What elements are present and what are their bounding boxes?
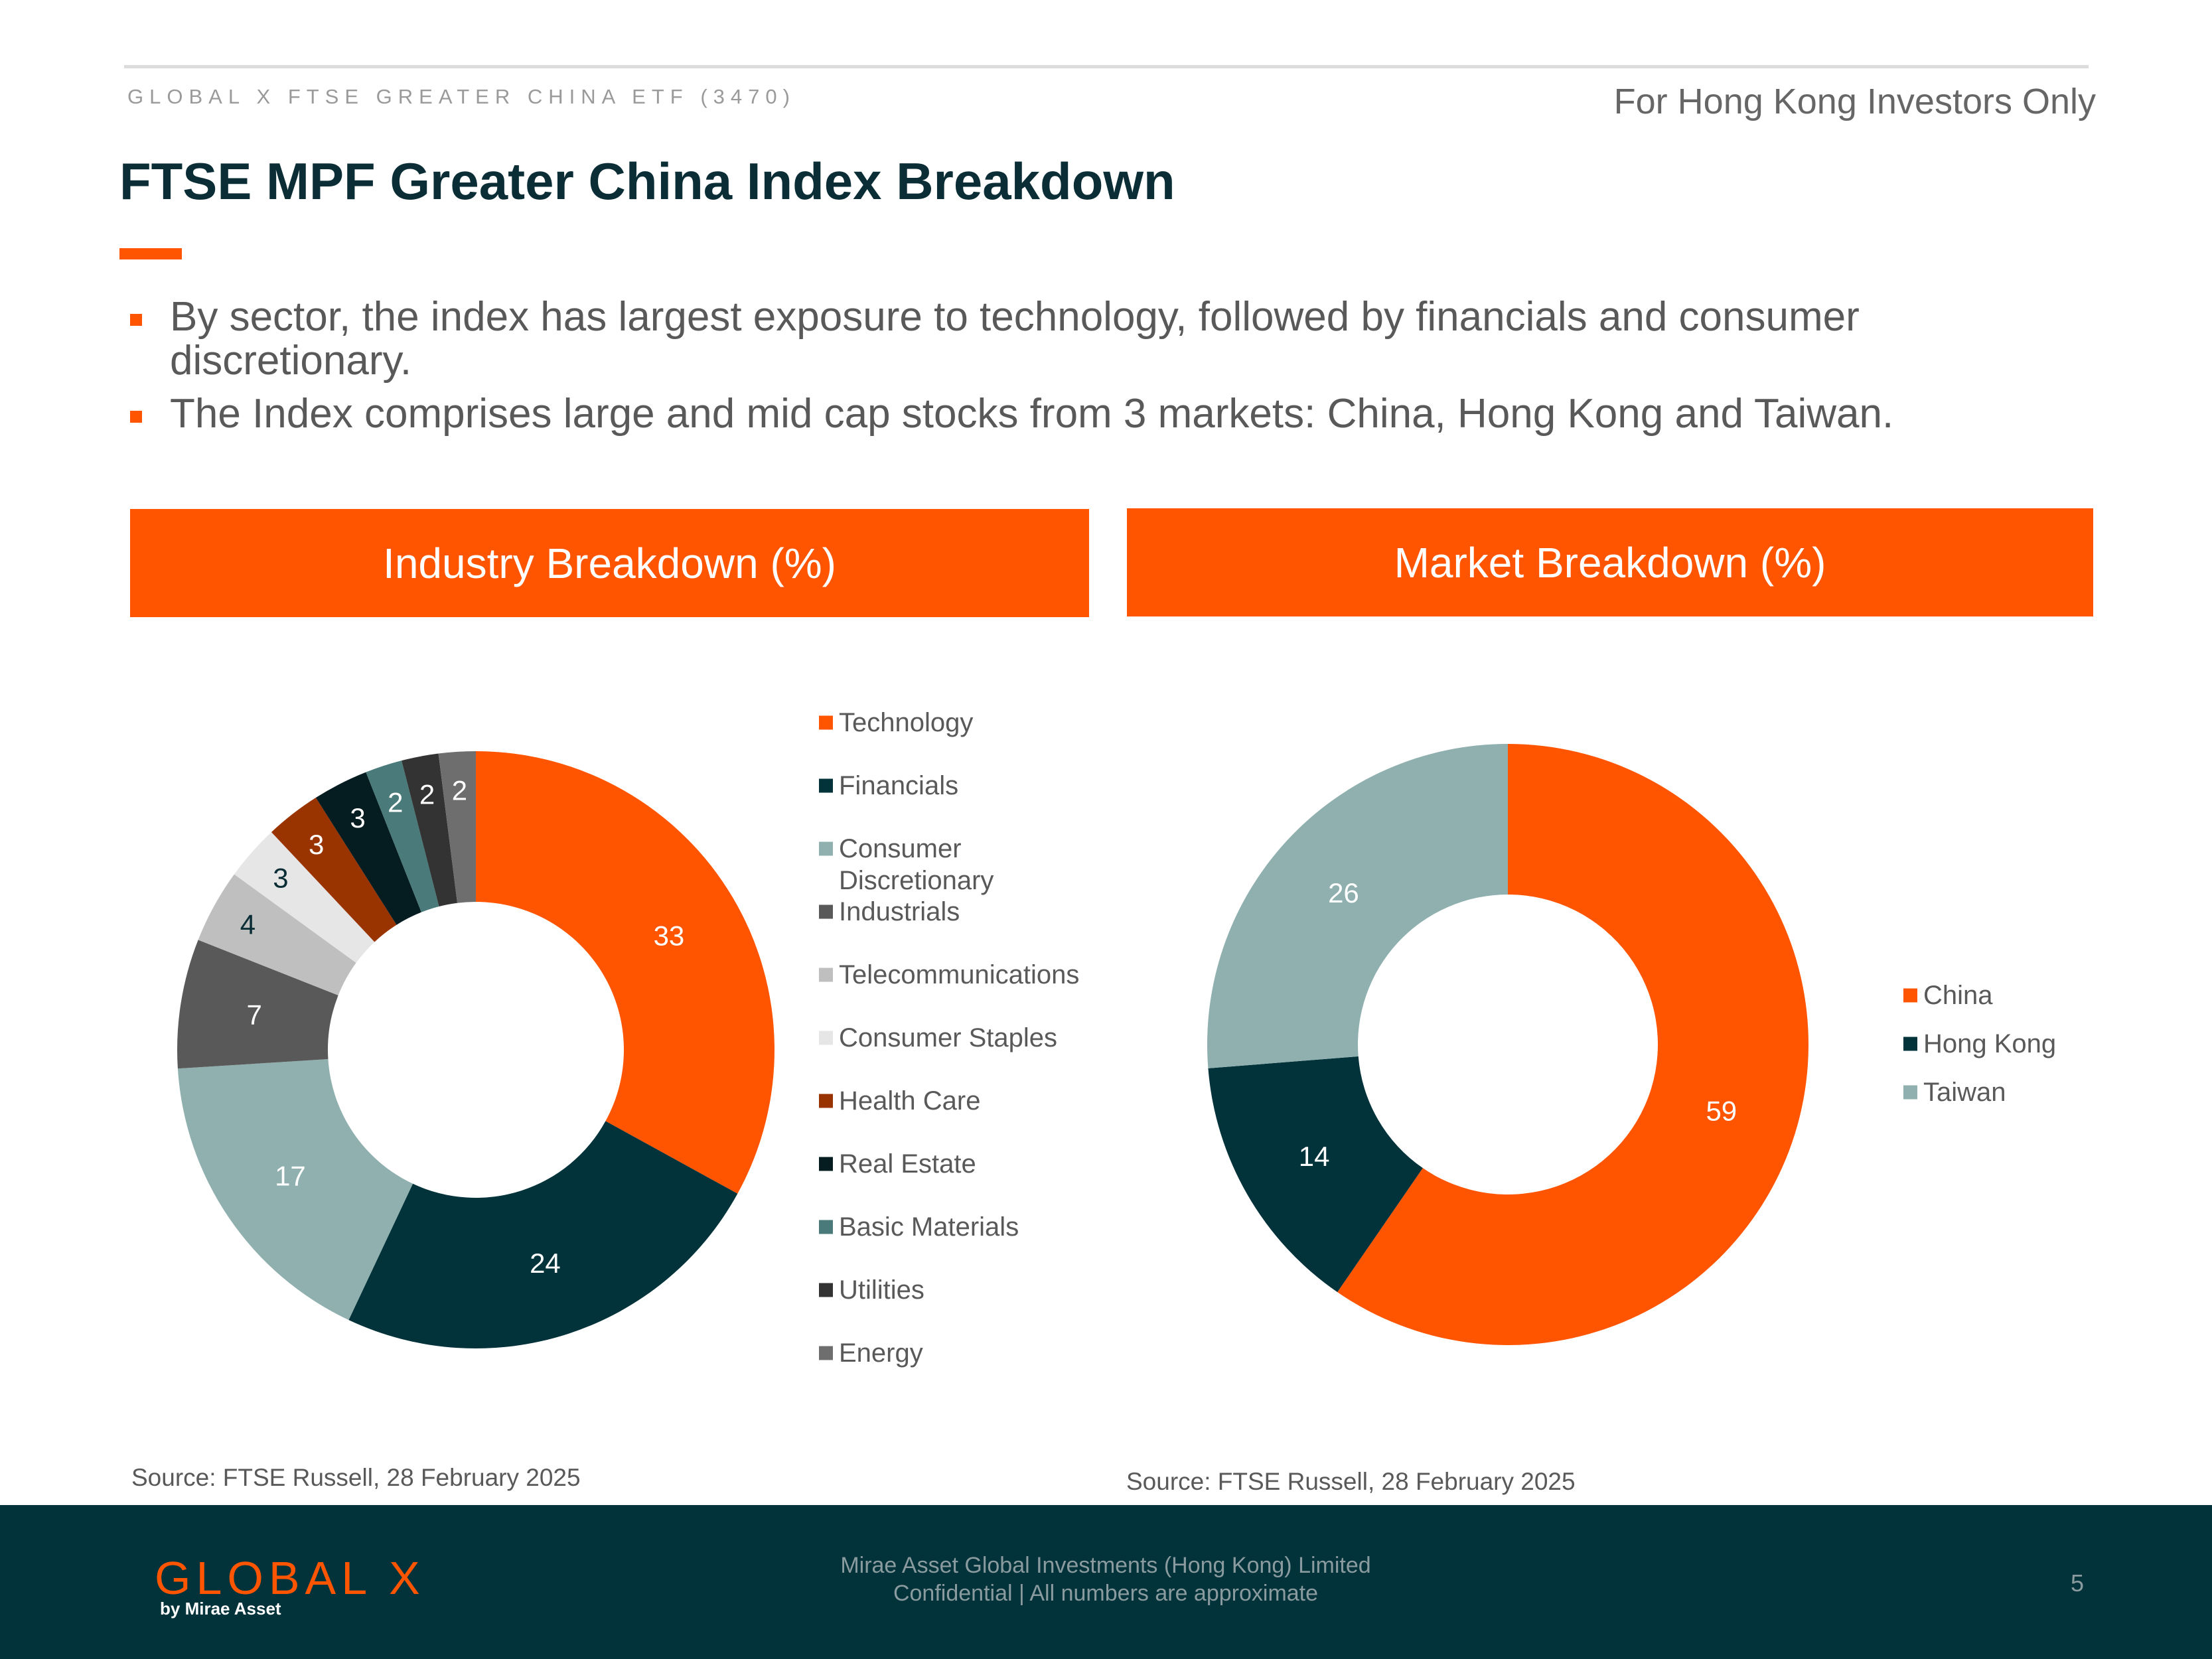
footer-confidential: Confidential | All numbers are approxima… bbox=[893, 1581, 1319, 1606]
legend-swatch-technology bbox=[819, 715, 833, 730]
slice-hong-kong bbox=[1208, 1056, 1423, 1293]
logo-subtitle: by Mirae Asset bbox=[160, 1599, 281, 1619]
legend-swatch-industrials bbox=[819, 904, 833, 919]
slice-health-care bbox=[271, 798, 397, 942]
legend-swatch-telecommunications bbox=[819, 968, 833, 982]
slice-financials bbox=[348, 1121, 738, 1348]
legend-swatch-basic-materials bbox=[819, 1220, 833, 1234]
slice-technology bbox=[476, 751, 775, 1194]
legend-label-utilities: Utilities bbox=[839, 1275, 924, 1305]
slice-consumer-discretionary bbox=[177, 1059, 413, 1321]
legend-swatch-real-estate bbox=[819, 1157, 833, 1171]
footer-company: Mirae Asset Global Investments (Hong Kon… bbox=[840, 1553, 1371, 1578]
legend-swatch-health-care bbox=[819, 1094, 833, 1108]
legend-label-telecommunications: Telecommunications bbox=[839, 960, 1079, 989]
legend-swatch-hong-kong bbox=[1903, 1037, 1917, 1051]
bullet-square-icon bbox=[130, 314, 142, 326]
data-label-utilities: 2 bbox=[419, 778, 435, 810]
fund-name: GLOBAL X FTSE GREATER CHINA ETF (3470) bbox=[127, 85, 796, 108]
legend-label-technology: Technology bbox=[839, 708, 973, 737]
header-divider bbox=[124, 65, 2089, 68]
data-label-real-estate: 3 bbox=[350, 802, 365, 833]
market-panel-header: Market Breakdown (%) bbox=[1127, 508, 2093, 616]
legend-label-consumer-staples: Consumer Staples bbox=[839, 1023, 1057, 1052]
investor-note: For Hong Kong Investors Only bbox=[1613, 82, 2096, 121]
slice-utilities bbox=[402, 753, 458, 907]
data-label-financials: 24 bbox=[530, 1248, 561, 1279]
legend-swatch-consumer-staples bbox=[819, 1031, 833, 1045]
slice-energy bbox=[438, 751, 476, 903]
slice-basic-materials bbox=[366, 760, 439, 912]
market-source-note: Source: FTSE Russell, 28 February 2025 bbox=[1126, 1468, 1576, 1495]
data-label-taiwan: 26 bbox=[1328, 877, 1359, 908]
bullet-item: The Index comprises large and mid cap st… bbox=[126, 392, 2051, 436]
data-label-health-care: 3 bbox=[309, 829, 324, 860]
legend-swatch-china bbox=[1903, 988, 1917, 1003]
legend-label-taiwan: Taiwan bbox=[1923, 1078, 2006, 1107]
data-label-technology: 33 bbox=[654, 920, 685, 951]
legend-swatch-consumer-discretionary bbox=[819, 841, 833, 856]
legend-label-real-estate: Real Estate bbox=[839, 1149, 976, 1179]
industry-panel-header: Industry Breakdown (%) bbox=[130, 509, 1089, 617]
slice-taiwan bbox=[1207, 744, 1508, 1068]
footer-bar bbox=[0, 1505, 2212, 1659]
slice-industrials bbox=[177, 940, 338, 1069]
slice-real-estate bbox=[315, 772, 421, 925]
data-label-consumer-discretionary: 17 bbox=[275, 1160, 306, 1191]
data-label-industrials: 7 bbox=[246, 999, 261, 1031]
data-label-hong-kong: 14 bbox=[1299, 1141, 1330, 1172]
slice-telecommunications bbox=[198, 874, 356, 995]
legend-label-energy: Energy bbox=[839, 1338, 923, 1368]
slice-china bbox=[1337, 744, 1808, 1345]
legend-label-basic-materials: Basic Materials bbox=[839, 1212, 1019, 1242]
data-label-china: 59 bbox=[1706, 1096, 1737, 1127]
industry-source-note: Source: FTSE Russell, 28 February 2025 bbox=[131, 1464, 581, 1491]
legend-swatch-taiwan bbox=[1903, 1085, 1917, 1100]
legend-label-financials: Financials bbox=[839, 771, 958, 800]
bullet-text: By sector, the index has largest exposur… bbox=[170, 294, 1860, 384]
data-label-consumer-staples: 3 bbox=[273, 862, 288, 893]
data-label-basic-materials: 2 bbox=[388, 787, 403, 818]
data-label-telecommunications: 4 bbox=[240, 909, 256, 940]
legend-label-hong-kong: Hong Kong bbox=[1923, 1029, 2056, 1058]
title-accent-bar bbox=[119, 248, 182, 259]
page-number: 5 bbox=[2071, 1569, 2085, 1597]
legend-swatch-financials bbox=[819, 778, 833, 793]
legend-label-china: China bbox=[1923, 981, 1993, 1010]
bullet-item: By sector, the index has largest exposur… bbox=[126, 295, 2051, 383]
page-title: FTSE MPF Greater China Index Breakdown bbox=[119, 152, 1175, 210]
legend-label-health-care: Health Care bbox=[839, 1086, 980, 1116]
bullet-square-icon bbox=[130, 411, 142, 423]
slice-consumer-staples bbox=[234, 831, 375, 963]
legend-swatch-utilities bbox=[819, 1283, 833, 1297]
bullet-list: By sector, the index has largest exposur… bbox=[126, 295, 2051, 445]
legend-label-consumer-discretionary: Consumer Discretionary bbox=[839, 834, 994, 895]
legend-label-industrials: Industrials bbox=[839, 897, 960, 926]
data-label-energy: 2 bbox=[452, 774, 467, 806]
bullet-text: The Index comprises large and mid cap st… bbox=[170, 391, 1894, 437]
global-x-logo: GLOBAL X bbox=[155, 1552, 425, 1604]
legend-swatch-energy bbox=[819, 1346, 833, 1360]
